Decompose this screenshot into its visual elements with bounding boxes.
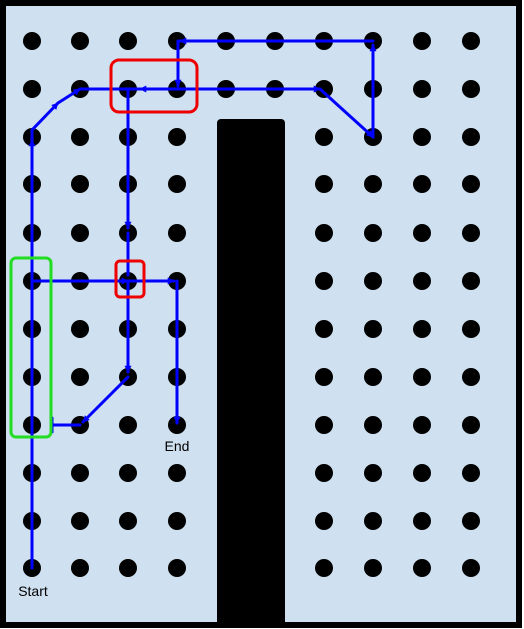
grid-dot (462, 464, 480, 482)
grid-dot (315, 224, 333, 242)
grid-dot (462, 368, 480, 386)
grid-dot (364, 368, 382, 386)
grid-dot (413, 512, 431, 530)
grid-dot (413, 559, 431, 577)
grid-dot (168, 175, 186, 193)
grid-dot (168, 559, 186, 577)
grid-dot (462, 80, 480, 98)
grid-dot (315, 368, 333, 386)
grid-dot (119, 512, 137, 530)
grid-dot (364, 320, 382, 338)
grid-dot (413, 272, 431, 290)
grid-dot (364, 464, 382, 482)
grid-dot (71, 320, 89, 338)
grid-dot (364, 224, 382, 242)
grid-dot (413, 80, 431, 98)
path-segment (81, 375, 130, 424)
grid-dot (462, 512, 480, 530)
grid-dot (462, 272, 480, 290)
grid-dot (168, 128, 186, 146)
grid-dot (315, 416, 333, 434)
grid-dot (462, 224, 480, 242)
start-label: Start (18, 583, 48, 599)
grid-dot (168, 224, 186, 242)
grid-dot (168, 512, 186, 530)
end-label: End (165, 438, 190, 454)
grid-dot (413, 128, 431, 146)
grid-dot (462, 175, 480, 193)
grid-dot (71, 224, 89, 242)
grid-dot (23, 32, 41, 50)
grid-dot (315, 320, 333, 338)
grid-dot (119, 416, 137, 434)
grid-dot (413, 464, 431, 482)
path-segment (318, 87, 375, 139)
grid-dot (364, 175, 382, 193)
path-segment (30, 101, 60, 132)
grid-dot (413, 224, 431, 242)
path-segment (56, 87, 82, 105)
grid-dot (71, 32, 89, 50)
grid-dot (462, 559, 480, 577)
grid-dot (462, 32, 480, 50)
grid-dot (119, 32, 137, 50)
grid-dot (71, 175, 89, 193)
grid-dot (364, 416, 382, 434)
grid-dot (71, 128, 89, 146)
grid-dot (315, 559, 333, 577)
grid-dot (364, 559, 382, 577)
grid-dot (413, 175, 431, 193)
grid-dot (413, 368, 431, 386)
grid-dot (315, 80, 333, 98)
highlight-box-green (9, 256, 53, 439)
grid-dot (315, 512, 333, 530)
grid-dot (315, 128, 333, 146)
grid-dot (462, 128, 480, 146)
grid-dot (364, 272, 382, 290)
highlight-box-red-top (109, 58, 199, 114)
grid-dot (71, 559, 89, 577)
grid-dot (71, 464, 89, 482)
grid-dot (413, 416, 431, 434)
grid-dot (71, 512, 89, 530)
grid-dot (315, 175, 333, 193)
grid-dot (168, 416, 186, 434)
grid-dot (462, 320, 480, 338)
grid-dot (315, 464, 333, 482)
grid-dot (462, 416, 480, 434)
grid-dot (315, 272, 333, 290)
wall-obstacle (217, 119, 285, 627)
grid-dot (413, 32, 431, 50)
grid-dot (119, 464, 137, 482)
grid-dot (364, 512, 382, 530)
highlight-box-red-middle (114, 259, 146, 299)
grid-dot (71, 368, 89, 386)
grid-dot (119, 559, 137, 577)
grid-dot (413, 320, 431, 338)
grid-dot (168, 464, 186, 482)
grid-dot (23, 80, 41, 98)
route-path (28, 37, 377, 570)
